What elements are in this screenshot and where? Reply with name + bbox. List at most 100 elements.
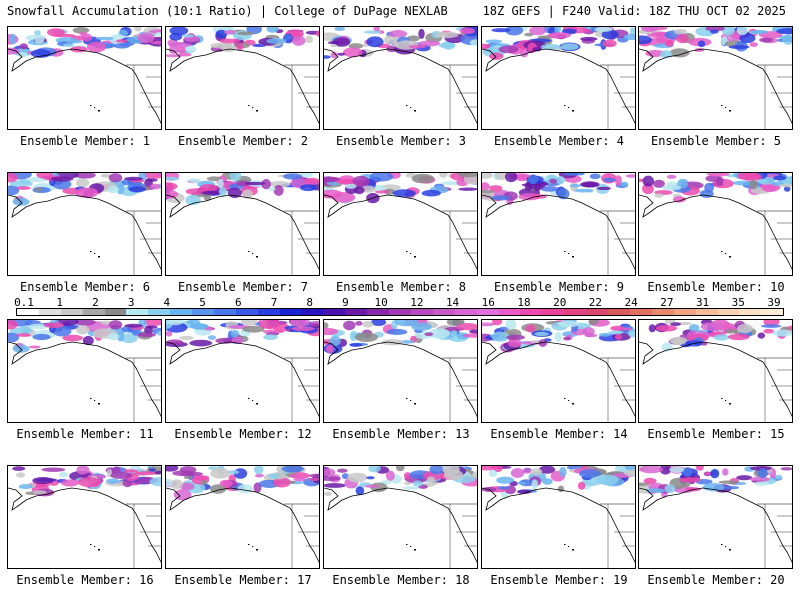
legend-swatch bbox=[564, 309, 587, 315]
ensemble-member-label: Ensemble Member: 5 bbox=[650, 134, 782, 148]
ensemble-member-map bbox=[323, 319, 478, 423]
ensemble-member-label: Ensemble Member: 12 bbox=[174, 427, 312, 441]
ensemble-member-map bbox=[165, 172, 320, 276]
snowfall-shading bbox=[324, 27, 477, 59]
hawaii-islands bbox=[90, 544, 100, 551]
legend-swatch bbox=[454, 309, 477, 315]
coastline bbox=[639, 194, 792, 270]
snowfall-shading bbox=[8, 27, 161, 58]
state-borders bbox=[133, 504, 161, 568]
coastline bbox=[639, 487, 792, 563]
hawaii-islands bbox=[248, 398, 258, 405]
coastline bbox=[166, 487, 319, 563]
legend-swatch bbox=[673, 309, 696, 315]
snowfall-shading bbox=[482, 173, 635, 205]
legend-tick-label: 10 bbox=[374, 296, 388, 309]
ensemble-member-label: Ensemble Member: 2 bbox=[177, 134, 309, 148]
legend-tick-label: 8 bbox=[306, 296, 314, 309]
snowfall-shading bbox=[8, 320, 161, 353]
hawaii-islands bbox=[406, 544, 416, 551]
legend-swatch bbox=[257, 309, 280, 315]
state-borders bbox=[449, 504, 477, 568]
legend-tick-label: 9 bbox=[342, 296, 349, 309]
snowfall-shading bbox=[166, 27, 319, 58]
legend-swatch bbox=[17, 309, 39, 315]
legend-tick-label: 31 bbox=[695, 296, 710, 309]
legend-swatch bbox=[695, 309, 718, 315]
legend-swatch bbox=[498, 309, 521, 315]
legend-tick-label: 20 bbox=[553, 296, 567, 309]
ensemble-member-map bbox=[638, 465, 793, 569]
legend-swatch bbox=[192, 309, 215, 315]
ensemble-member-label: Ensemble Member: 6 bbox=[19, 280, 151, 294]
coastline bbox=[324, 48, 477, 124]
coastline bbox=[166, 48, 319, 124]
ensemble-member-map bbox=[165, 465, 320, 569]
hawaii-islands bbox=[564, 398, 574, 405]
legend-swatch bbox=[761, 309, 784, 315]
snowfall-shading bbox=[324, 320, 477, 354]
ensemble-member-map bbox=[638, 319, 793, 423]
coastline bbox=[8, 487, 161, 563]
hawaii-islands bbox=[406, 251, 416, 258]
legend-swatch bbox=[717, 309, 740, 315]
legend-tick-label: 35 bbox=[731, 296, 745, 309]
state-borders bbox=[607, 211, 635, 275]
state-borders bbox=[291, 504, 319, 568]
ensemble-member-map bbox=[638, 26, 793, 130]
state-borders bbox=[607, 65, 635, 129]
state-borders bbox=[764, 504, 792, 568]
ensemble-member-label: Ensemble Member: 9 bbox=[493, 280, 625, 294]
snowfall-shading bbox=[166, 173, 319, 206]
snowfall-shading bbox=[324, 466, 477, 496]
legend-swatch bbox=[148, 309, 171, 315]
hawaii-islands bbox=[721, 105, 731, 112]
ensemble-member-label: Ensemble Member: 8 bbox=[335, 280, 467, 294]
ensemble-member-label: Ensemble Member: 7 bbox=[177, 280, 309, 294]
hawaii-islands bbox=[90, 398, 100, 405]
coastline bbox=[166, 194, 319, 270]
hawaii-islands bbox=[721, 398, 731, 405]
snowfall-color-legend bbox=[16, 308, 784, 316]
hawaii-islands bbox=[721, 251, 731, 258]
hawaii-islands bbox=[406, 105, 416, 112]
legend-swatch bbox=[608, 309, 630, 315]
legend-swatch bbox=[170, 309, 193, 315]
legend-labels: 0.1 1 2 3 4 5 6 7 8 9 10 12 14 16 18 20 22 24 27 31 35 39 bbox=[14, 296, 784, 309]
snowfall-shading bbox=[639, 173, 792, 203]
legend-swatch bbox=[432, 309, 455, 315]
state-borders bbox=[449, 211, 477, 275]
legend-swatch bbox=[520, 309, 543, 315]
ensemble-member-label: Ensemble Member: 17 bbox=[174, 573, 312, 587]
ensemble-member-label: Ensemble Member: 14 bbox=[490, 427, 628, 441]
snowfall-shading bbox=[639, 466, 792, 498]
hawaii-islands bbox=[406, 398, 416, 405]
snowfall-shading bbox=[324, 173, 477, 205]
state-borders bbox=[607, 504, 635, 568]
legend-tick-label: 6 bbox=[234, 296, 242, 309]
ensemble-member-label: Ensemble Member: 19 bbox=[490, 573, 628, 587]
ensemble-member-map bbox=[7, 465, 162, 569]
hawaii-islands bbox=[248, 251, 258, 258]
legend-tick-label: 39 bbox=[767, 296, 781, 309]
coastline bbox=[324, 341, 477, 417]
legend-swatch bbox=[126, 309, 149, 315]
legend-swatch bbox=[367, 309, 390, 315]
legend-swatch bbox=[323, 309, 346, 315]
snowfall-shading bbox=[166, 320, 319, 348]
snowfall-shading bbox=[166, 466, 319, 501]
snowfall-shading bbox=[482, 466, 635, 499]
coastline bbox=[8, 48, 161, 124]
ensemble-member-label: Ensemble Member: 13 bbox=[332, 427, 470, 441]
ensemble-member-label: Ensemble Member: 3 bbox=[335, 134, 467, 148]
state-borders bbox=[291, 358, 319, 422]
hawaii-islands bbox=[90, 251, 100, 258]
ensemble-member-map bbox=[323, 26, 478, 130]
legend-swatch bbox=[38, 309, 61, 315]
state-borders bbox=[291, 211, 319, 275]
coastline bbox=[639, 341, 792, 417]
legend-tick-label: 0.1 bbox=[14, 296, 34, 309]
state-borders bbox=[133, 211, 161, 275]
coastline bbox=[324, 487, 477, 563]
legend-swatch bbox=[389, 309, 412, 315]
